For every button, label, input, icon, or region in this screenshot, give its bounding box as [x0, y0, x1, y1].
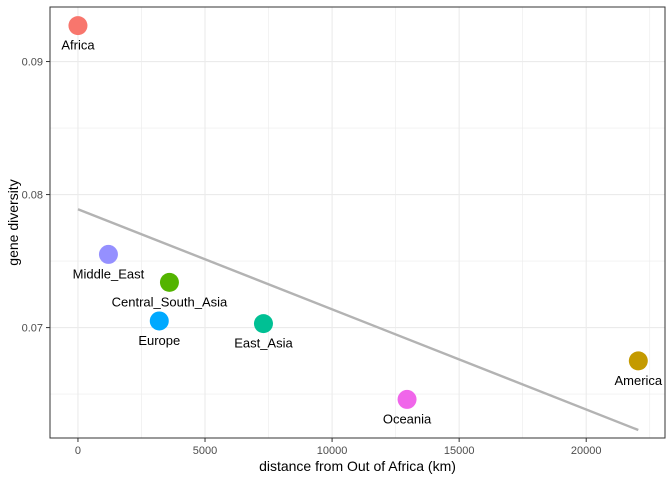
- x-axis-ticks: 0 5000 10000 15000 20000: [75, 438, 602, 457]
- data-point-middle-east: [98, 244, 118, 264]
- point-label: Europe: [138, 333, 180, 348]
- point-label: America: [614, 373, 662, 388]
- data-point-east-asia: [253, 314, 273, 334]
- x-tick-label: 15000: [444, 445, 475, 457]
- point-label: Africa: [61, 38, 95, 53]
- trend-line-group: [77, 208, 639, 432]
- y-tick-label: 0.07: [22, 323, 43, 335]
- y-tick-label: 0.08: [22, 190, 43, 202]
- y-tick-label: 0.09: [22, 57, 43, 69]
- x-tick-label: 20000: [571, 445, 602, 457]
- point-label: Oceania: [383, 411, 432, 426]
- panel-background: [50, 7, 665, 438]
- data-point-oceania: [397, 389, 417, 409]
- data-point-central-south-asia: [159, 272, 179, 292]
- data-point-america: [628, 351, 648, 371]
- point-label: Central_South_Asia: [112, 294, 228, 309]
- x-tick-label: 10000: [317, 445, 348, 457]
- panel-border: [49, 6, 666, 439]
- y-axis-ticks: 0.07 0.08 0.09: [22, 57, 50, 335]
- y-axis-title: gene diversity: [5, 179, 21, 265]
- data-point-africa: [68, 16, 88, 36]
- minor-gridlines: [50, 7, 665, 438]
- trend-line: [77, 208, 639, 432]
- point-label: East_Asia: [234, 336, 293, 351]
- data-point-europe: [149, 311, 169, 331]
- x-tick-label: 5000: [193, 445, 217, 457]
- point-label: Middle_East: [73, 266, 145, 281]
- x-tick-label: 0: [75, 445, 81, 457]
- x-axis-title: distance from Out of Africa (km): [259, 458, 456, 474]
- data-points: Africa Middle_East Central_South_Asia Europ…: [61, 16, 663, 426]
